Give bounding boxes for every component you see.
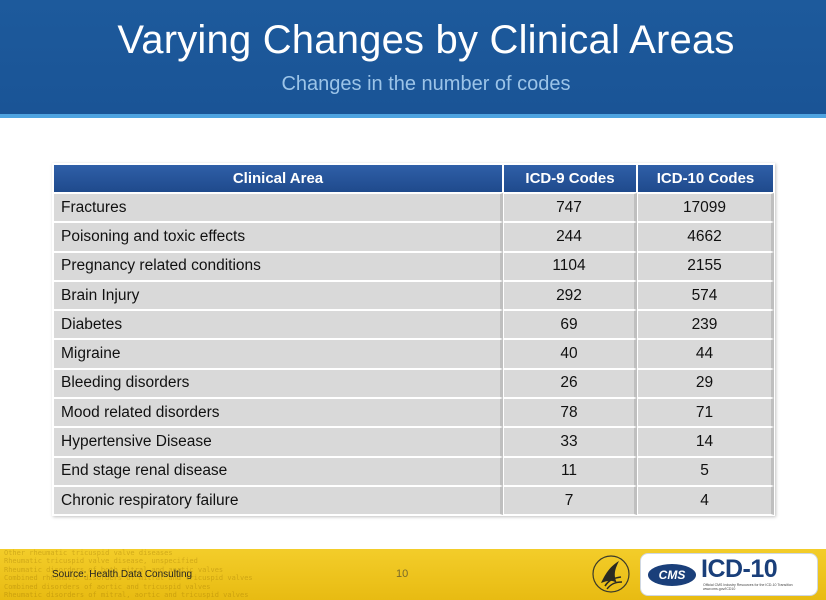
table-row: End stage renal disease 11 5	[53, 456, 774, 486]
icd9-count-cell: 7	[503, 485, 637, 516]
source-note: Source: Health Data Consulting	[52, 569, 193, 580]
table-row: Fractures 747 17099	[53, 193, 774, 223]
icd10-count-cell: 29	[637, 368, 774, 399]
column-header-icd9: ICD-9 Codes	[503, 164, 637, 193]
clinical-area-cell: Diabetes	[53, 310, 503, 340]
hhs-eagle-logo-icon	[592, 555, 630, 593]
table-row: Migraine 40 44	[53, 339, 774, 369]
icd10-logo-text: ICD-10	[701, 555, 778, 583]
icd9-count-cell: 11	[503, 456, 637, 486]
clinical-area-cell: Poisoning and toxic effects	[53, 222, 503, 252]
codes-table-container: Clinical Area ICD-9 Codes ICD-10 Codes F…	[52, 163, 775, 517]
icd10-count-cell: 44	[637, 339, 774, 369]
codes-table: Clinical Area ICD-9 Codes ICD-10 Codes F…	[53, 164, 774, 516]
icd10-count-cell: 17099	[637, 193, 774, 223]
icd10-count-cell: 239	[637, 310, 774, 340]
clinical-area-cell: Brain Injury	[53, 280, 503, 311]
icd9-count-cell: 33	[503, 427, 637, 457]
icd10-count-cell: 2155	[637, 251, 774, 281]
table-header-row: Clinical Area ICD-9 Codes ICD-10 Codes	[53, 164, 774, 193]
column-header-icd10: ICD-10 Codes	[637, 164, 774, 193]
column-header-clinical-area: Clinical Area	[53, 164, 503, 193]
table-row: Poisoning and toxic effects 244 4662	[53, 222, 774, 252]
slide-footer: Other rheumatic tricuspid valve diseases…	[0, 549, 826, 600]
clinical-area-cell: Fractures	[53, 193, 503, 223]
clinical-area-cell: Migraine	[53, 339, 503, 369]
icd10-logo-tagline: Official CMS Industry Resources for the …	[703, 583, 793, 591]
page-number: 10	[396, 568, 409, 580]
clinical-area-cell: Bleeding disorders	[53, 368, 503, 399]
table-row: Brain Injury 292 574	[53, 280, 774, 311]
slide-subtitle: Changes in the number of codes	[281, 73, 571, 95]
icd10-count-cell: 71	[637, 398, 774, 428]
table-row: Diabetes 69 239	[53, 310, 774, 340]
icd9-count-cell: 1104	[503, 251, 637, 281]
icd10-count-cell: 4	[637, 485, 774, 516]
clinical-area-cell: Mood related disorders	[53, 398, 503, 428]
clinical-area-cell: Pregnancy related conditions	[53, 251, 503, 281]
table-row: Bleeding disorders 26 29	[53, 368, 774, 399]
icd9-count-cell: 244	[503, 222, 637, 252]
icd10-count-cell: 14	[637, 427, 774, 457]
icd9-count-cell: 292	[503, 280, 637, 311]
table-row: Chronic respiratory failure 7 4	[53, 485, 774, 516]
slide-header: Varying Changes by Clinical Areas Change…	[0, 0, 826, 114]
icd10-count-cell: 5	[637, 456, 774, 486]
icd10-count-cell: 4662	[637, 222, 774, 252]
footer-code-line: Rheumatic tricuspid valve disease, unspe…	[4, 557, 198, 566]
icd9-count-cell: 78	[503, 398, 637, 428]
clinical-area-cell: End stage renal disease	[53, 456, 503, 486]
clinical-area-cell: Chronic respiratory failure	[53, 485, 503, 516]
table-row: Mood related disorders 78 71	[53, 398, 774, 428]
footer-code-line: Rheumatic disorders of mitral, aortic an…	[4, 591, 249, 600]
icd10-count-cell: 574	[637, 280, 774, 311]
cms-logo-icon: CMS	[648, 564, 696, 586]
icd9-count-cell: 40	[503, 339, 637, 369]
footer-code-line: Combined disorders of aortic and tricusp…	[4, 582, 211, 591]
icd9-count-cell: 747	[503, 193, 637, 223]
footer-code-line: Rheumatic disorders of both mitral and a…	[4, 565, 224, 574]
table-row: Hypertensive Disease 33 14	[53, 427, 774, 457]
table-row: Pregnancy related conditions 1104 2155	[53, 251, 774, 281]
footer-code-line: Combined rheumatic disorders of mitral a…	[4, 574, 253, 583]
icd9-count-cell: 69	[503, 310, 637, 340]
slide-title: Varying Changes by Clinical Areas	[117, 18, 735, 62]
footer-code-line: Other rheumatic tricuspid valve diseases	[4, 549, 173, 557]
clinical-area-cell: Hypertensive Disease	[53, 427, 503, 457]
cms-icd10-logo: CMS ICD-10 Official CMS Industry Resourc…	[640, 553, 818, 596]
icd9-count-cell: 26	[503, 368, 637, 399]
header-divider	[0, 114, 826, 118]
footer-background-code: Other rheumatic tricuspid valve diseases…	[4, 549, 564, 600]
